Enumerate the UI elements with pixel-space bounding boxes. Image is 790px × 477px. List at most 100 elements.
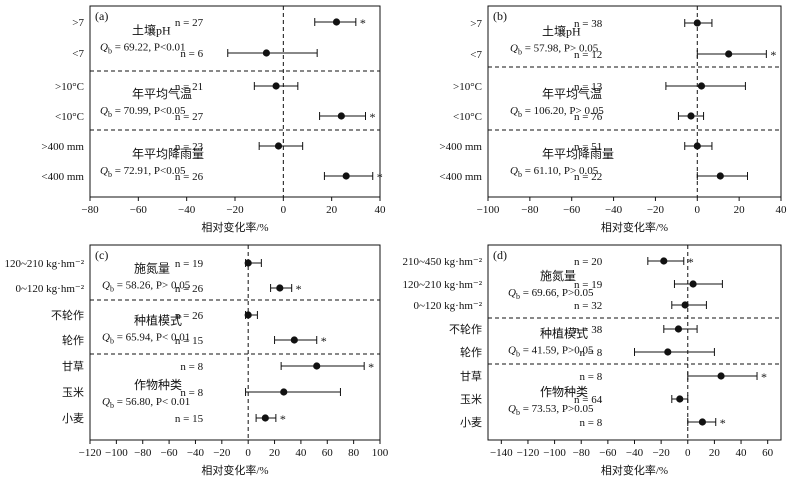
row-label: 210~450 kg·hm⁻² bbox=[402, 256, 482, 268]
group-title: 作物种类 bbox=[540, 385, 588, 399]
row-label: 甘草 bbox=[62, 360, 84, 373]
group-title: 作物种类 bbox=[134, 378, 182, 392]
x-tick-label: −140 bbox=[490, 447, 513, 459]
group-statistic: Qb = 61.10, P> 0.05 bbox=[510, 165, 599, 179]
group-title: 土壤pH bbox=[542, 24, 581, 39]
group-statistic: Qb = 69.22, P<0.01 bbox=[100, 42, 185, 56]
sample-size-label: n = 38 bbox=[574, 18, 603, 30]
x-tick-label: −20 bbox=[653, 447, 671, 459]
x-tick-label: 20 bbox=[734, 204, 746, 216]
sample-size-label: n = 8 bbox=[180, 361, 203, 373]
sample-size-label: n = 26 bbox=[175, 310, 204, 322]
mean-point bbox=[244, 311, 252, 319]
x-tick-label: −80 bbox=[81, 204, 99, 216]
sample-size-label: n = 64 bbox=[574, 394, 603, 406]
significance-star: * bbox=[321, 334, 327, 348]
row-label: <10°C bbox=[55, 111, 84, 123]
x-tick-label: 40 bbox=[295, 447, 307, 459]
row-label: >400 mm bbox=[439, 141, 482, 153]
panel-label: (c) bbox=[95, 248, 108, 262]
x-tick-label: −100 bbox=[543, 447, 566, 459]
row-label: >7 bbox=[72, 17, 84, 29]
group-statistic: Qb = 57.98, P> 0.05 bbox=[510, 43, 599, 57]
sample-size-label: n = 22 bbox=[574, 171, 602, 183]
row-label: <400 mm bbox=[41, 171, 84, 183]
x-tick-label: −60 bbox=[130, 204, 148, 216]
row-label: >400 mm bbox=[41, 141, 84, 153]
row-label: 玉米 bbox=[62, 386, 84, 399]
x-tick-label: −80 bbox=[134, 447, 152, 459]
mean-point bbox=[697, 82, 706, 90]
sample-size-label: n = 23 bbox=[175, 141, 204, 153]
sample-size-label: n = 19 bbox=[574, 279, 603, 291]
group-statistic: Qb = 106.20, P> 0.05 bbox=[510, 105, 604, 119]
x-tick-label: −40 bbox=[178, 204, 196, 216]
sample-size-label: n = 8 bbox=[580, 371, 603, 383]
x-tick-label: 40 bbox=[375, 204, 387, 216]
mean-point bbox=[261, 414, 269, 422]
x-tick-label: 60 bbox=[322, 447, 334, 459]
x-tick-label: 60 bbox=[762, 447, 774, 459]
panel-label: (b) bbox=[493, 9, 507, 23]
row-label: 120~210 kg·hm⁻² bbox=[4, 258, 84, 270]
x-tick-label: −40 bbox=[187, 447, 205, 459]
mean-point bbox=[332, 18, 341, 26]
mean-point bbox=[290, 336, 298, 344]
sample-size-label: n = 8 bbox=[580, 347, 603, 359]
x-axis-title: 相对变化率/% bbox=[201, 463, 268, 477]
panel-label: (d) bbox=[493, 248, 507, 262]
group-statistic: Qb = 72.91, P<0.05 bbox=[100, 165, 186, 179]
x-tick-label: −20 bbox=[213, 447, 231, 459]
sample-size-label: n = 76 bbox=[574, 111, 603, 123]
panel-frame bbox=[89, 244, 381, 441]
group-title: 土壤pH bbox=[132, 23, 171, 38]
significance-star: * bbox=[761, 370, 767, 384]
x-axis-title: 相对变化率/% bbox=[201, 220, 268, 234]
mean-point bbox=[276, 284, 284, 292]
group-title: 种植模式 bbox=[134, 313, 182, 328]
significance-star: * bbox=[370, 110, 376, 124]
significance-star: * bbox=[296, 282, 302, 296]
row-label: 0~120 kg·hm⁻² bbox=[15, 283, 84, 295]
significance-star: * bbox=[377, 170, 383, 184]
row-label: 不轮作 bbox=[51, 308, 84, 322]
group-title: 施氮量 bbox=[540, 268, 576, 283]
group-statistic: Qb = 58.26, P> 0.05 bbox=[102, 280, 191, 294]
group-title: 年平均降雨量 bbox=[132, 147, 204, 161]
group-title: 年平均气温 bbox=[132, 86, 192, 101]
row-label: <7 bbox=[470, 49, 482, 61]
group-statistic: Qb = 65.94, P< 0.01 bbox=[102, 332, 190, 346]
sample-size-label: n = 51 bbox=[574, 141, 602, 153]
panel-c: (c) −120 −100 −80 −60 −40 −20 0 20 40 60 80 100 相对变化率… bbox=[4, 244, 389, 477]
x-axis-title: 相对变化率/% bbox=[601, 463, 668, 477]
sample-size-label: n = 19 bbox=[175, 258, 204, 270]
sample-size-label: n = 20 bbox=[574, 256, 603, 268]
mean-point bbox=[674, 325, 683, 333]
group-title: 种植模式 bbox=[540, 326, 588, 341]
row-label: >7 bbox=[470, 18, 482, 30]
panel-frame bbox=[487, 5, 782, 198]
panel-a: (a) −80 −60 −40 −20 0 20 40 相对变化率/% >7 n = 27 * <7 n … bbox=[41, 5, 387, 234]
row-label: 轮作 bbox=[460, 345, 482, 359]
x-tick-label: −60 bbox=[563, 204, 581, 216]
mean-point bbox=[272, 82, 280, 90]
x-tick-label: 40 bbox=[776, 204, 788, 216]
group-statistic: Qb = 56.80, P< 0.01 bbox=[102, 396, 190, 410]
mean-point bbox=[262, 49, 271, 57]
row-label: <7 bbox=[72, 48, 84, 60]
x-axis-title: 相对变化率/% bbox=[601, 220, 668, 234]
x-tick-label: −40 bbox=[626, 447, 644, 459]
row-label: >10°C bbox=[55, 81, 84, 93]
mean-point bbox=[676, 395, 684, 403]
sample-size-label: n = 38 bbox=[574, 324, 603, 336]
significance-star: * bbox=[280, 412, 286, 426]
x-tick-label: 20 bbox=[269, 447, 281, 459]
x-tick-label: −20 bbox=[226, 204, 244, 216]
x-tick-label: 20 bbox=[709, 447, 721, 459]
sample-size-label: n = 26 bbox=[175, 171, 204, 183]
sample-size-label: n = 32 bbox=[574, 300, 602, 312]
sample-size-label: n = 8 bbox=[180, 387, 203, 399]
panel-label: (a) bbox=[95, 9, 108, 23]
x-tick-label: −120 bbox=[79, 447, 102, 459]
